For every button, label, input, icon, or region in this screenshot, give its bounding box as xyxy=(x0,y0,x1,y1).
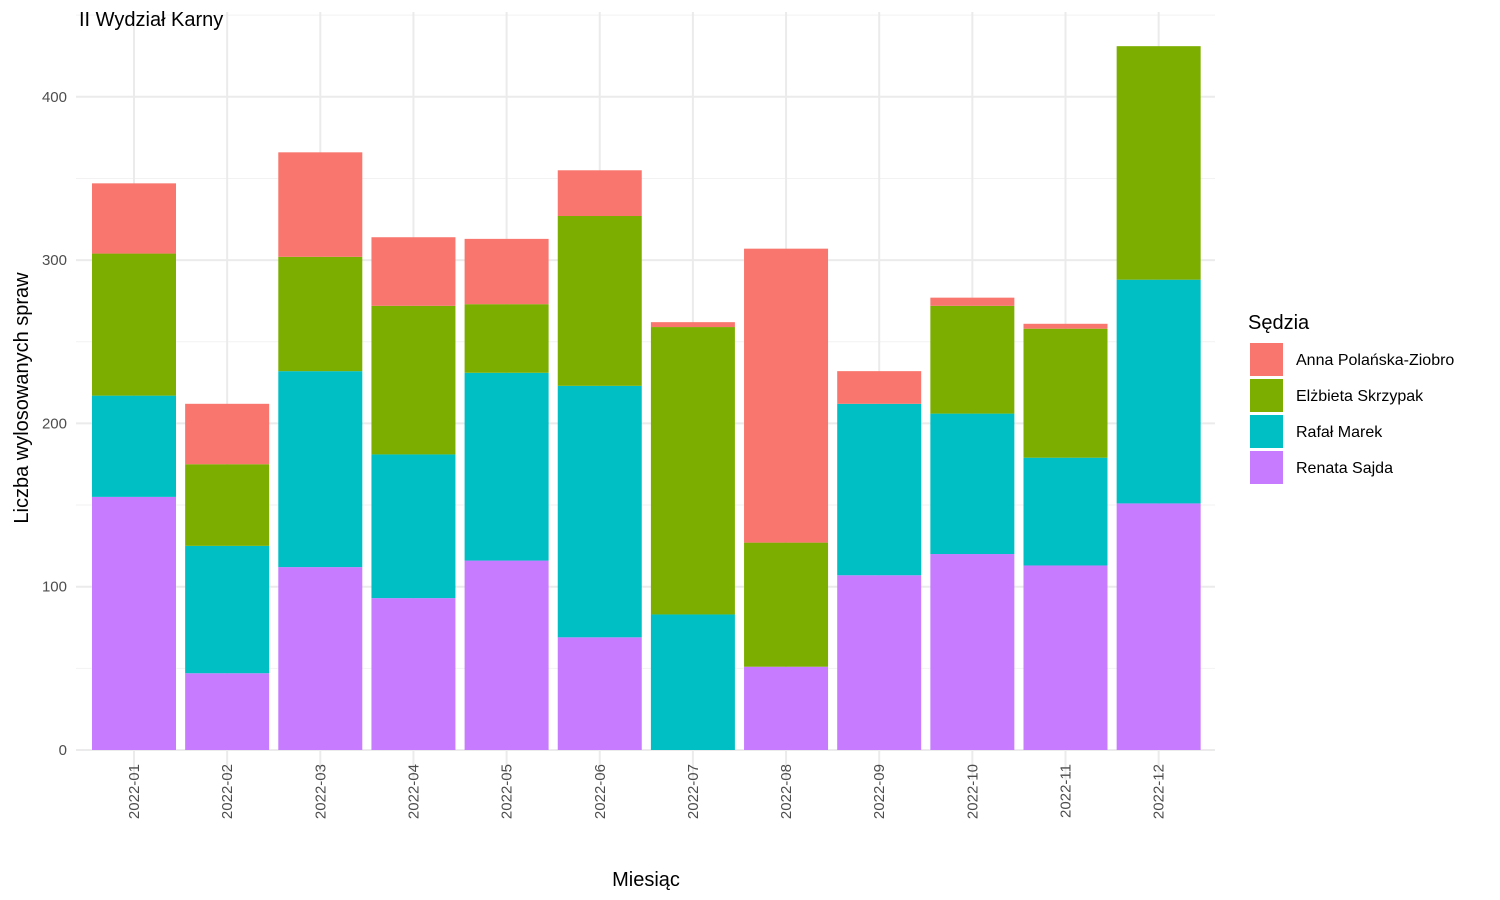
bar-segment xyxy=(837,371,922,404)
bar-segment xyxy=(1116,46,1201,280)
bar-segment xyxy=(464,372,549,561)
bar-segment xyxy=(371,237,456,306)
bar-segment xyxy=(278,567,363,750)
x-axis-ticks: 2022-01 2022-02 2022-03 2022-04 2022-05 2022-… xyxy=(126,764,1168,819)
bar-segment xyxy=(744,248,829,543)
bar-segment xyxy=(1023,565,1108,750)
bar-segment xyxy=(464,238,549,305)
bar-segment xyxy=(837,575,922,750)
bar-segment xyxy=(1116,279,1201,504)
bar-segment xyxy=(1023,323,1108,329)
bar-segment xyxy=(930,554,1015,750)
bar-segment xyxy=(930,297,1015,306)
legend-swatch xyxy=(1250,415,1283,448)
y-tick-label: 0 xyxy=(59,742,67,759)
legend-label: Rafał Marek xyxy=(1296,424,1383,441)
bar-segment xyxy=(930,305,1015,414)
chart-title: II Wydział Karny xyxy=(79,9,223,31)
x-axis-title: Miesiąc xyxy=(612,869,680,891)
bars-layer xyxy=(92,46,1201,750)
bar-segment xyxy=(650,614,735,750)
y-tick-label: 200 xyxy=(42,415,67,432)
bar-segment xyxy=(557,170,642,217)
bar-segment xyxy=(464,304,549,373)
legend-items: Anna Polańska-Ziobro Elżbieta Skrzypak Raf… xyxy=(1250,343,1454,484)
y-axis-title: Liczba wylosowanych spraw xyxy=(11,272,33,524)
x-tick-label: 2022-10 xyxy=(964,764,981,819)
x-tick-label: 2022-06 xyxy=(592,764,609,819)
x-tick-label: 2022-07 xyxy=(685,764,702,819)
bar-segment xyxy=(1116,503,1201,750)
x-tick-label: 2022-09 xyxy=(871,764,888,819)
legend-swatch xyxy=(1250,379,1283,412)
y-tick-label: 300 xyxy=(42,252,67,269)
bar-segment xyxy=(744,666,829,750)
bar-segment xyxy=(1023,328,1108,458)
bar-segment xyxy=(371,598,456,750)
x-tick-label: 2022-02 xyxy=(219,764,236,819)
legend: Sędzia Anna Polańska-Ziobro Elżbieta Skrz… xyxy=(1248,312,1454,484)
bar-segment xyxy=(837,403,922,576)
bar-segment xyxy=(1023,457,1108,566)
bar-segment xyxy=(92,183,176,254)
bar-segment xyxy=(744,542,829,667)
bar-segment xyxy=(557,216,642,386)
bar-segment xyxy=(185,545,270,674)
legend-label: Renata Sajda xyxy=(1296,460,1393,477)
x-tick-label: 2022-01 xyxy=(126,764,143,819)
bar-segment xyxy=(371,454,456,599)
x-tick-label: 2022-11 xyxy=(1058,764,1075,818)
bar-segment xyxy=(557,637,642,750)
legend-label: Elżbieta Skrzypak xyxy=(1296,388,1424,405)
bar-segment xyxy=(650,322,735,328)
x-tick-label: 2022-12 xyxy=(1151,764,1168,819)
x-tick-label: 2022-08 xyxy=(778,764,795,819)
x-tick-label: 2022-04 xyxy=(405,764,422,819)
bar-segment xyxy=(930,413,1015,555)
y-tick-label: 100 xyxy=(42,579,67,596)
y-axis-ticks: 0 100 200 300 400 xyxy=(42,89,67,759)
legend-title: Sędzia xyxy=(1248,312,1310,334)
legend-label: Anna Polańska-Ziobro xyxy=(1296,352,1454,369)
bar-segment xyxy=(464,560,549,750)
legend-swatch xyxy=(1250,451,1283,484)
bar-segment xyxy=(371,305,456,455)
bar-segment xyxy=(92,496,176,750)
bar-segment xyxy=(650,327,735,615)
bar-segment xyxy=(185,403,270,465)
y-tick-label: 400 xyxy=(42,89,67,106)
bar-segment xyxy=(185,464,270,546)
bar-segment xyxy=(557,385,642,638)
bar-segment xyxy=(92,253,176,396)
bar-segment xyxy=(278,256,363,372)
legend-swatch xyxy=(1250,343,1283,376)
x-tick-label: 2022-05 xyxy=(499,764,516,819)
bar-segment xyxy=(92,395,176,497)
bar-segment xyxy=(278,152,363,257)
bar-segment xyxy=(185,673,270,750)
bar-segment xyxy=(278,371,363,568)
x-tick-label: 2022-03 xyxy=(312,764,329,819)
